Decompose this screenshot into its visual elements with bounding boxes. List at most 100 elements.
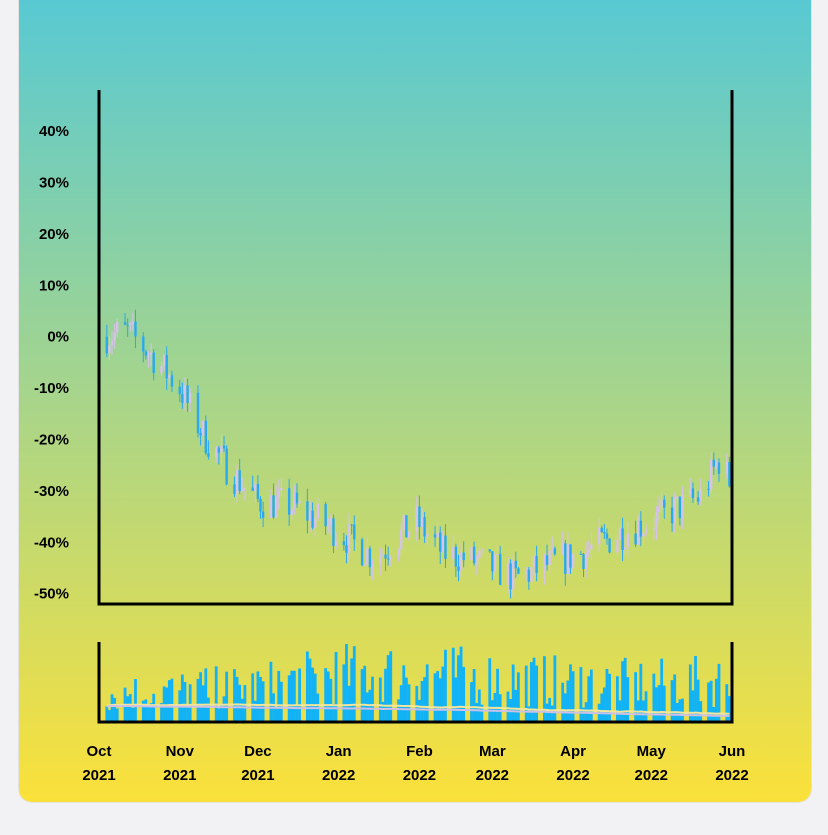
x-tick-label: Jun 2022 — [715, 743, 748, 784]
volume-bar — [326, 671, 330, 722]
candle — [196, 385, 200, 438]
x-tick-year: 2021 — [82, 767, 115, 784]
x-axis-tick-labels: Oct 2021 Nov 2021 Dec 2021 Jan 2022 Feb 2022 Mar 20… — [82, 743, 748, 784]
volume-bar — [144, 699, 148, 722]
chart-card: 40% 30% 20% 10% 0% -10% -20% -30% -40% -50% Oct 20… — [18, 0, 812, 803]
volume-bar — [240, 698, 244, 722]
candle — [673, 492, 676, 534]
volume-bar — [199, 672, 202, 722]
candle — [454, 543, 458, 577]
y-tick-label: -10% — [34, 380, 69, 397]
volume-bar — [126, 696, 130, 722]
volume-ma-slow-line — [106, 704, 730, 717]
volume-bar — [694, 655, 697, 722]
candle — [183, 377, 187, 412]
candle — [584, 541, 588, 579]
volume-bar — [167, 680, 171, 722]
volume-bar — [277, 670, 281, 722]
y-tick-label: -40% — [34, 534, 69, 551]
volume-bar — [274, 707, 278, 722]
x-tick-label: Apr 2022 — [556, 743, 589, 784]
volume-bar — [279, 681, 283, 722]
candle — [274, 485, 278, 518]
candle — [548, 540, 551, 575]
volume-bar — [108, 710, 111, 722]
volume-bar — [251, 673, 255, 722]
candle — [254, 481, 257, 504]
volume-bar — [389, 651, 393, 722]
candle — [566, 532, 570, 578]
volume-bar — [420, 680, 424, 722]
volume-bar — [696, 679, 700, 722]
volume-bar — [371, 676, 374, 722]
candle — [329, 513, 333, 535]
candle — [621, 517, 624, 562]
volume-bar — [207, 697, 210, 722]
volume-bar — [402, 665, 406, 722]
x-tick-month: Feb — [406, 743, 433, 760]
candle — [545, 544, 549, 571]
volume-bar — [438, 678, 442, 722]
candle — [399, 522, 403, 556]
volume-bar — [717, 663, 721, 722]
candle — [634, 520, 637, 548]
volume-bar — [363, 665, 367, 722]
candle — [681, 486, 684, 529]
volume-bar — [527, 706, 531, 722]
candle — [126, 318, 129, 337]
candle — [181, 382, 184, 409]
volume-bar — [425, 664, 429, 722]
candle — [269, 488, 273, 519]
candle — [587, 540, 590, 558]
x-tick-month: Apr — [560, 743, 586, 760]
candle — [259, 496, 262, 519]
candle — [314, 511, 317, 538]
volume-bar — [269, 661, 273, 722]
candle — [165, 346, 168, 391]
candle — [457, 554, 460, 582]
candle — [444, 524, 447, 569]
candle — [134, 309, 137, 349]
y-tick-label: 40% — [39, 123, 69, 140]
volume-bar — [621, 661, 624, 722]
candle — [478, 546, 481, 568]
volume-bar — [714, 678, 718, 722]
volume-bar — [550, 705, 554, 722]
y-tick-label: 0% — [47, 329, 69, 346]
candle — [712, 452, 715, 475]
candle — [439, 526, 442, 565]
candle — [261, 501, 265, 528]
volume-bar — [183, 681, 187, 722]
candle — [452, 534, 455, 570]
candle — [217, 445, 221, 465]
candle — [366, 536, 369, 567]
volume-bar — [615, 676, 619, 722]
volume-bar — [433, 673, 437, 722]
candle — [459, 543, 463, 578]
candle — [553, 546, 557, 556]
volume-bar — [128, 694, 132, 722]
candle — [110, 330, 114, 355]
volume-bar — [256, 671, 260, 722]
volume-bar — [214, 666, 218, 722]
volume-bar — [188, 684, 192, 722]
candle — [342, 532, 346, 551]
volume-bar — [350, 658, 354, 722]
candle — [295, 482, 299, 508]
volume-bar — [261, 681, 265, 722]
candle — [280, 478, 283, 496]
x-tick-year: 2022 — [556, 767, 589, 784]
volume-bar — [670, 680, 674, 722]
candle — [532, 555, 536, 576]
candle — [272, 483, 275, 520]
volume-bar — [600, 693, 604, 722]
volume-bar — [313, 673, 317, 722]
candle — [397, 548, 400, 562]
volume-bar — [608, 673, 611, 722]
candle — [199, 428, 202, 446]
volume-bar — [454, 677, 458, 722]
volume-bar — [131, 707, 135, 722]
y-tick-label: 30% — [39, 175, 69, 192]
x-tick-label: May 2022 — [635, 743, 668, 784]
volume-bar — [496, 668, 499, 722]
